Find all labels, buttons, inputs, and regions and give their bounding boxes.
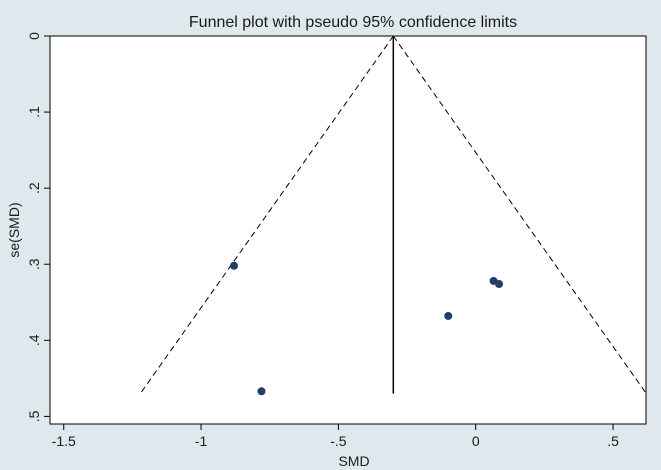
x-axis: -1.5 -1 -.5 0 .5	[52, 424, 619, 449]
study-point	[230, 261, 239, 270]
x-axis-title: SMD	[338, 453, 369, 469]
y-axis: 0 .1 .2 .3 .4 .5	[26, 32, 50, 422]
x-tick-label: -.5	[330, 433, 347, 449]
funnel-right-limit-line	[392, 35, 647, 394]
x-tick-label: 0	[472, 433, 480, 449]
study-points	[230, 261, 504, 396]
y-tick-label: .4	[26, 334, 42, 346]
funnel-left-limit-line	[139, 35, 394, 394]
x-tick-label: .5	[607, 433, 619, 449]
x-tick-label: -1	[195, 433, 208, 449]
study-point	[444, 311, 453, 320]
y-tick-label: .3	[26, 258, 42, 270]
study-point	[495, 280, 504, 289]
y-tick-label: .1	[26, 106, 42, 118]
y-tick-label: .5	[26, 410, 42, 422]
plot-area	[49, 35, 647, 425]
study-point	[257, 387, 266, 396]
chart-title: Funnel plot with pseudo 95% confidence l…	[189, 14, 517, 31]
y-axis-title: se(SMD)	[6, 202, 22, 257]
y-tick-label: .2	[26, 182, 42, 194]
x-tick-label: -1.5	[52, 433, 76, 449]
y-tick-label: 0	[26, 32, 42, 40]
